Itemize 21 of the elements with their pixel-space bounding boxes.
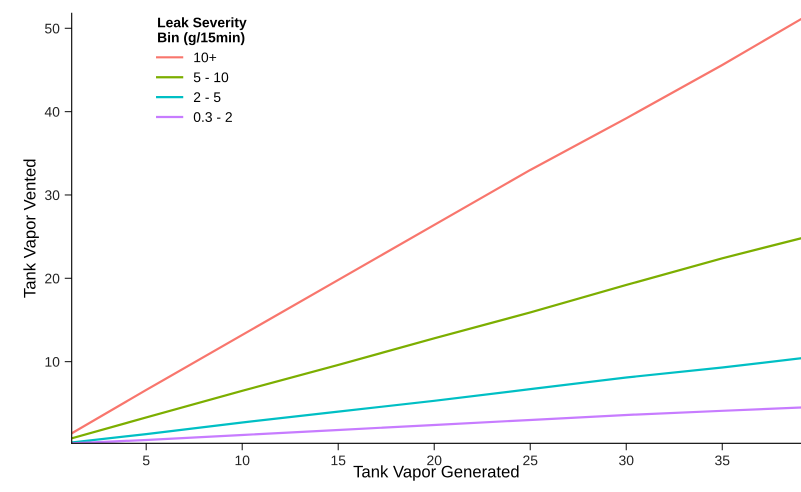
x-tick-label: 10 [236, 455, 250, 466]
legend-label: 10+ [194, 52, 216, 62]
y-tick-label: 10 [46, 356, 60, 367]
y-tick-label: 40 [44, 106, 60, 117]
x-tick-label: 25 [523, 455, 538, 466]
x-tick-label: 35 [715, 455, 730, 466]
y-tick-label: 50 [45, 24, 60, 34]
y-axis-title: Tank Vapor Vented [23, 160, 39, 298]
legend-label: 5 - 10 [194, 72, 228, 82]
y-tick-label: 30 [44, 190, 60, 200]
legend-title: Leak Severity Bin (g/15min) [158, 17, 247, 46]
x-tick-label: 15 [332, 456, 346, 466]
legend-label: 0.3 - 2 [194, 112, 232, 122]
legend-label: 2 - 5 [194, 92, 220, 102]
x-tick-label: 30 [619, 455, 634, 466]
line-series [72, 237, 801, 440]
x-axis-title: Tank Vapor Generated [354, 465, 519, 481]
line-series [72, 18, 801, 434]
y-tick-label: 20 [45, 274, 60, 284]
x-tick-label: 20 [427, 455, 442, 466]
x-tick-label: 5 [142, 456, 150, 466]
